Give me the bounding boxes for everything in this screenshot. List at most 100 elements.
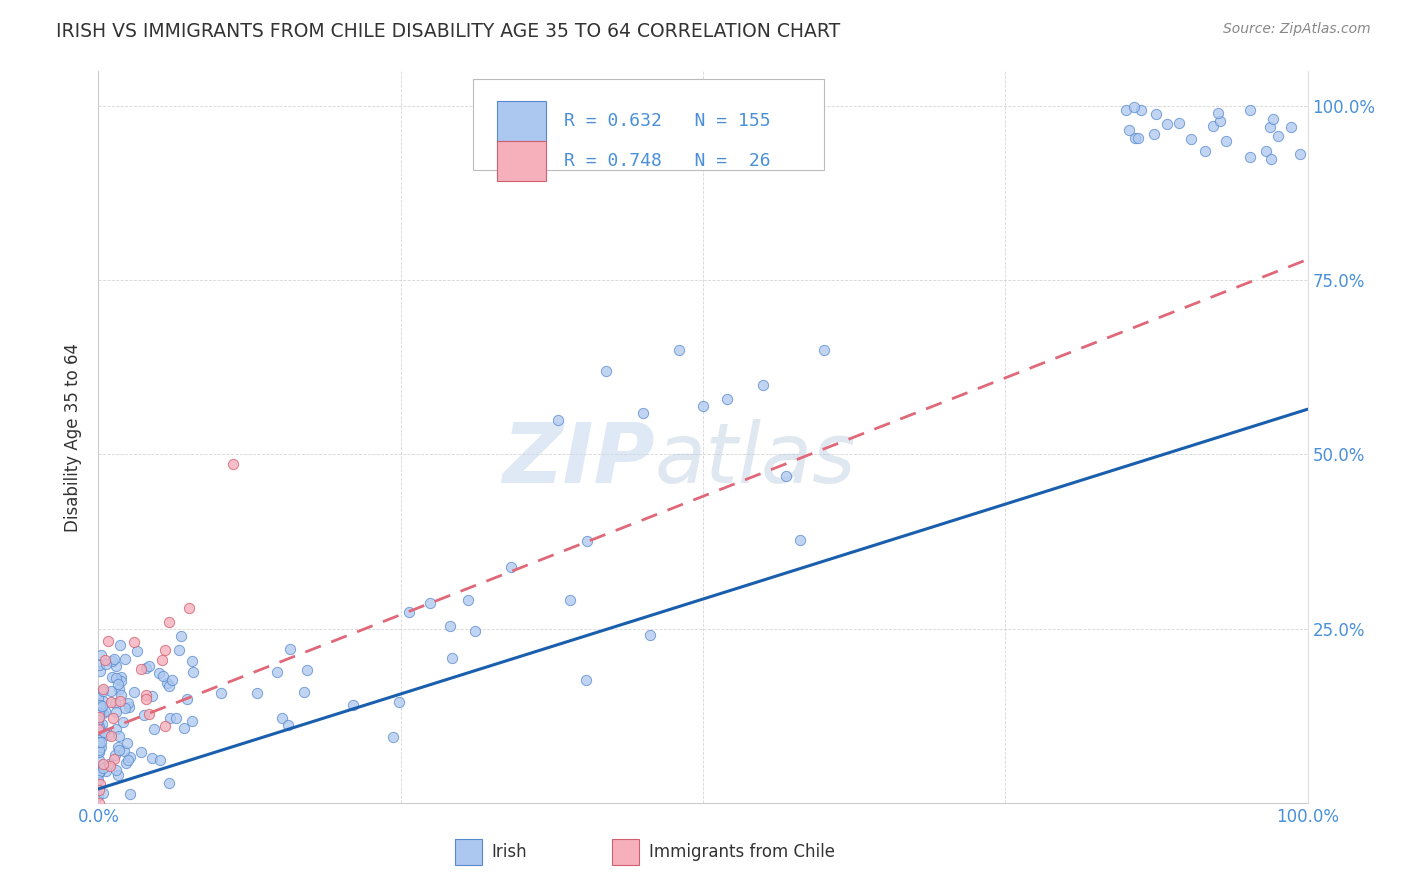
Point (138, 706, 160, 721)
Point (107, 768, 129, 782)
Point (278, 641, 301, 656)
Point (1239, 150, 1261, 164)
Point (292, 685, 315, 699)
Point (297, 663, 319, 677)
Point (105, 763, 128, 777)
Point (87, 738, 110, 752)
Point (90, 717, 112, 731)
Point (638, 628, 661, 642)
Point (87, 722, 110, 736)
Point (209, 686, 232, 700)
Point (115, 756, 138, 770)
FancyBboxPatch shape (456, 839, 482, 865)
Point (87, 706, 110, 720)
Point (132, 708, 155, 723)
Point (110, 688, 132, 702)
Point (117, 753, 139, 767)
Point (1156, 118, 1178, 132)
Point (1208, 113, 1230, 128)
Point (167, 643, 190, 657)
Point (89, 665, 111, 679)
Point (501, 559, 523, 574)
Point (789, 533, 811, 547)
Point (1202, 120, 1225, 134)
Point (103, 652, 125, 666)
Point (152, 669, 174, 683)
Point (157, 615, 180, 629)
Point (89, 698, 111, 712)
Point (93, 756, 115, 771)
Point (1115, 103, 1137, 117)
Point (1239, 103, 1261, 117)
Text: R = 0.748   N =  26: R = 0.748 N = 26 (564, 152, 770, 170)
Point (277, 717, 299, 731)
Point (441, 651, 464, 665)
Point (89, 777, 111, 791)
Point (112, 744, 135, 758)
Point (118, 787, 141, 801)
Point (157, 776, 180, 790)
Point (141, 751, 163, 765)
Point (179, 600, 201, 615)
Point (1118, 123, 1140, 137)
Point (1260, 153, 1282, 167)
Point (108, 743, 131, 757)
Point (100, 684, 122, 698)
Point (439, 619, 461, 633)
Point (114, 652, 136, 666)
Point (464, 624, 486, 638)
FancyBboxPatch shape (613, 839, 638, 865)
Point (153, 642, 176, 657)
Point (575, 673, 598, 687)
Point (87, 754, 110, 768)
Point (159, 711, 181, 725)
Point (101, 670, 124, 684)
Point (149, 753, 172, 767)
Text: atlas: atlas (655, 418, 856, 500)
Point (91, 761, 114, 775)
Point (110, 670, 132, 684)
Point (135, 692, 157, 706)
Point (221, 457, 243, 471)
Point (100, 695, 122, 709)
Point (87, 705, 110, 719)
Point (117, 736, 139, 750)
Point (181, 654, 204, 668)
Point (104, 671, 127, 685)
Point (181, 665, 204, 680)
Point (117, 696, 139, 710)
Point (97, 728, 120, 742)
Point (87, 766, 110, 780)
Point (342, 698, 364, 712)
Point (165, 710, 187, 724)
Point (89, 701, 111, 715)
Point (1130, 103, 1153, 117)
Point (138, 659, 160, 673)
Point (716, 392, 738, 406)
Point (97, 756, 120, 771)
Point (1168, 116, 1191, 130)
Point (94, 657, 117, 672)
Point (692, 399, 714, 413)
Point (89, 765, 111, 780)
Text: R = 0.632   N = 155: R = 0.632 N = 155 (564, 112, 770, 129)
Point (813, 343, 835, 357)
Point (93, 693, 115, 707)
Y-axis label: Disability Age 35 to 64: Disability Age 35 to 64 (65, 343, 83, 532)
Point (103, 752, 125, 766)
Point (118, 699, 141, 714)
Point (143, 722, 166, 736)
Point (93, 724, 115, 739)
Point (111, 714, 134, 729)
Point (266, 665, 288, 679)
Point (148, 665, 170, 680)
Point (595, 364, 617, 378)
Point (1267, 129, 1289, 144)
Point (87, 732, 110, 747)
Text: Source: ZipAtlas.com: Source: ZipAtlas.com (1223, 22, 1371, 37)
Point (108, 693, 131, 707)
Point (1194, 145, 1216, 159)
Point (1289, 147, 1312, 161)
Point (547, 412, 569, 426)
Point (1256, 144, 1278, 158)
